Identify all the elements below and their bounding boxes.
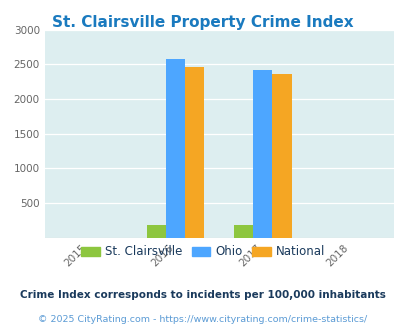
Text: St. Clairsville Property Crime Index: St. Clairsville Property Crime Index: [52, 15, 353, 30]
Text: Crime Index corresponds to incidents per 100,000 inhabitants: Crime Index corresponds to incidents per…: [20, 290, 385, 300]
Bar: [185, 67, 204, 238]
Legend: St. Clairsville, Ohio, National: St. Clairsville, Ohio, National: [76, 241, 329, 263]
Bar: [253, 70, 272, 238]
Bar: [147, 225, 166, 238]
Bar: [166, 59, 185, 238]
Bar: [272, 74, 291, 238]
Text: © 2025 CityRating.com - https://www.cityrating.com/crime-statistics/: © 2025 CityRating.com - https://www.city…: [38, 315, 367, 324]
Bar: [234, 225, 253, 238]
